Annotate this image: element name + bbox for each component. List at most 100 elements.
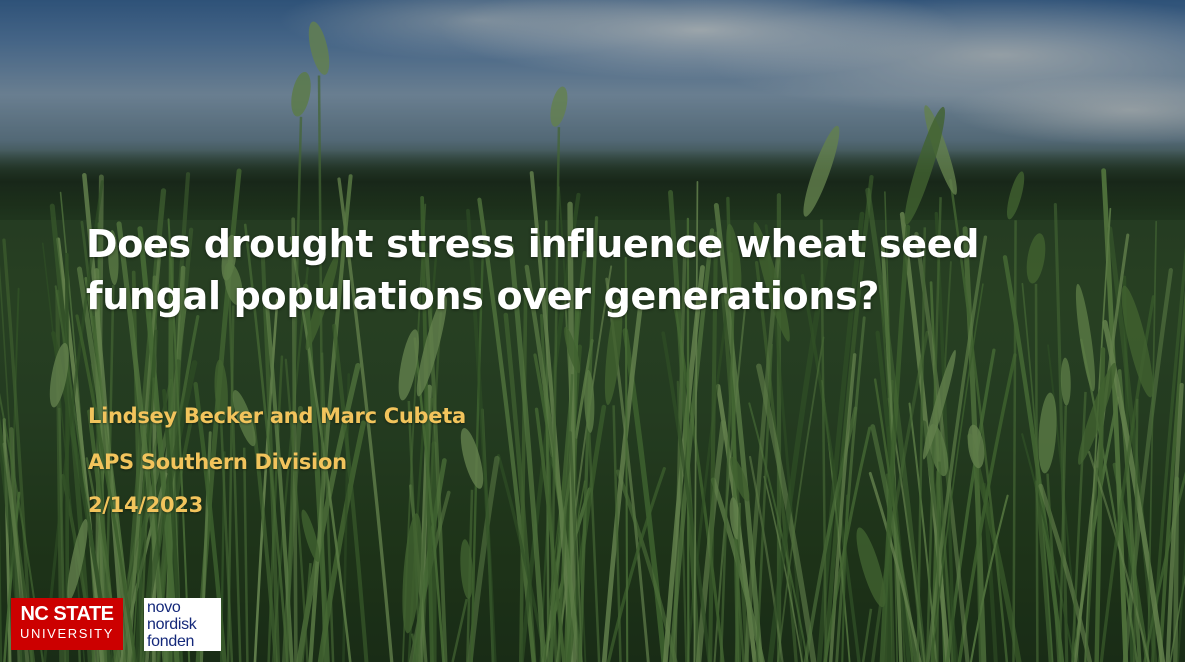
wheat-leaf [466,208,497,662]
wheat-leaf [420,195,434,662]
ncstate-logo-line2: UNIVERSITY [19,626,114,641]
ncstate-logo: NC STATE UNIVERSITY [11,598,123,650]
wheat-stem [820,219,828,662]
wheat-head [1026,233,1046,284]
wheat-leaf [1038,483,1093,662]
wheat-head [967,424,985,469]
wheat-leaf [250,412,278,662]
wheat-leaf [1107,226,1158,662]
wheat-stem [1058,405,1068,662]
wheat-leaf [1158,290,1185,662]
wheat-leaf [253,298,279,662]
ncstate-logo-line1: NC STATE [20,603,114,625]
treeline [0,150,1185,220]
wheat-head [803,125,840,217]
wheat-head [1060,357,1071,406]
novo-logo-line2: nordisk [147,616,197,633]
wheat-leaf [539,314,558,662]
wheat-leaf [524,264,582,662]
wheat-leaf [841,494,849,662]
wheat-head [1078,362,1116,465]
wheat-leaf [823,174,874,662]
wheat-leaf [1034,480,1054,662]
wheat-leaf [624,256,629,662]
wheat-leaf [776,336,825,662]
wheat-leaf [1122,268,1173,662]
wheat-head [224,262,243,306]
wheat-stem [301,562,312,662]
wheat-leaf [289,236,352,662]
wheat-stem [974,468,982,662]
wheat-leaf [875,330,911,662]
wheat-head [1075,283,1096,392]
wheat-stem [734,502,742,662]
wheat-head [308,21,330,75]
wheat-leaf [1021,282,1054,662]
wheat-head [416,295,447,397]
wheat-head [460,428,484,489]
wheat-leaf [969,494,1009,662]
wheat-head [67,519,88,601]
novo-logo-line1: novo [147,599,181,616]
wheat-leaf [1084,207,1112,662]
wheat-leaf [693,181,699,662]
wheat-head [108,230,119,286]
wheat-leaf [835,316,866,662]
wheat-leaf [291,217,298,662]
wheat-leaf [534,407,566,662]
wheat-head [550,86,568,127]
wheat-stem [242,447,249,662]
wheat-stem [1084,467,1099,662]
wheat-leaf [76,266,134,662]
wheat-leaf [43,180,104,662]
wheat-leaf [870,424,919,662]
wheat-stem [1071,391,1087,662]
wheat-leaf [1101,168,1129,662]
wheat-leaf [669,228,715,662]
wheat-leaf [908,402,938,662]
wheat-head [604,297,623,405]
wheat-stem [916,227,927,662]
wheat-leaf [1150,246,1185,662]
wheat-head [214,359,228,422]
wheat-head [1038,392,1057,474]
wheat-stem [320,352,335,662]
wheat-leaf [529,171,574,662]
wheat-stem [219,421,234,662]
wheat-head [584,369,595,433]
wheat-stem [612,405,622,662]
wheat-stem [286,116,303,662]
wheat-leaf [661,331,712,662]
wheat-leaf [748,402,809,662]
wheat-head [305,254,339,351]
wheat-leaf [1173,476,1180,662]
wheat-stem [227,280,242,662]
wheat-head [726,223,742,295]
wheat-leaf [767,241,832,662]
event-line: APS Southern Division [88,450,347,474]
wheat-stem [755,343,773,662]
wheat-stem [1132,398,1139,662]
wheat-leaf [134,329,159,662]
wheat-stem [1034,283,1039,662]
wheat-leaf [424,252,448,662]
novo-nordisk-fonden-logo: novo nordisk fonden [144,598,221,651]
wheat-head [1121,285,1154,398]
wheat-stem [733,539,745,662]
wheat-leaf [695,420,726,662]
wheat-leaf [926,235,988,662]
wheat-leaf [193,381,227,662]
wheat-leaf [260,249,281,662]
wheat-head [398,329,419,401]
wheat-stem [416,398,434,662]
wheat-leaf [578,216,599,662]
wheat-head [301,509,320,563]
wheat-leaf [871,330,929,662]
wheat-stem [861,608,873,662]
wheat-stem [588,432,601,662]
wheat-leaf [708,231,719,662]
wheat-head [856,527,886,608]
